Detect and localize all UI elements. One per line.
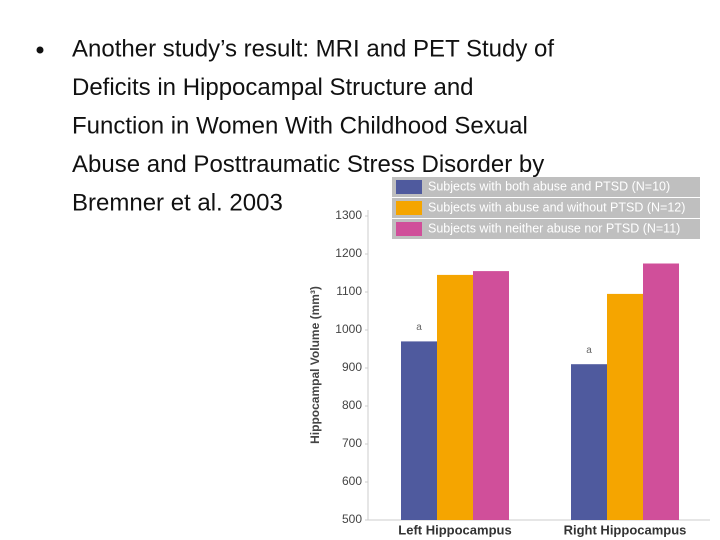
bar <box>401 341 437 520</box>
bar <box>607 293 643 520</box>
legend-row-bg <box>392 198 700 218</box>
bullet-line: Deficits in Hippocampal Structure and <box>72 74 474 101</box>
bullet-line: Bremner et al. 2003 <box>72 189 283 216</box>
bullet-line: Abuse and Posttraumatic Stress Disorder … <box>72 151 544 178</box>
legend-swatch <box>396 180 422 194</box>
chart: 500 600 700 800 900 1000 1100 1200 1300 Hippocamp… <box>308 177 710 537</box>
legend-row-bg <box>392 219 700 239</box>
bar <box>437 274 473 520</box>
x-tick-label: Right Hippocampus <box>564 522 687 537</box>
y-axis-label: Hippocampal Volume (mm³) <box>308 286 322 444</box>
annotation: a <box>586 345 592 356</box>
y-tick-label: 500 <box>342 512 362 526</box>
y-tick-label: 1100 <box>336 284 362 298</box>
legend-label: Subjects with neither abuse nor PTSD (N=… <box>428 221 680 235</box>
y-tick-label: 700 <box>342 436 362 450</box>
legend-row-bg <box>392 177 700 197</box>
bar <box>571 364 607 520</box>
legend-swatch <box>396 222 422 236</box>
bar <box>473 271 509 520</box>
legend-label: Subjects with abuse and without PTSD (N=… <box>428 200 685 214</box>
bullet-line: Another study’s result: MRI and PET Stud… <box>72 35 554 62</box>
annotation: a <box>416 322 422 333</box>
bar <box>643 263 679 520</box>
y-tick-label: 1000 <box>335 322 362 336</box>
legend-swatch <box>396 201 422 215</box>
legend-label: Subjects with both abuse and PTSD (N=10) <box>428 179 670 193</box>
bullet-text: Another study’s result: MRI and PET Stud… <box>72 35 554 216</box>
y-tick-label: 1300 <box>335 208 362 222</box>
bullet-dot <box>36 46 44 54</box>
y-tick-label: 900 <box>342 360 362 374</box>
x-tick-label: Left Hippocampus <box>398 522 511 537</box>
y-tick-label: 600 <box>342 474 362 488</box>
y-tick-label: 1200 <box>335 246 362 260</box>
bullet-line: Function in Women With Childhood Sexual <box>72 112 528 139</box>
y-tick-label: 800 <box>342 398 362 412</box>
